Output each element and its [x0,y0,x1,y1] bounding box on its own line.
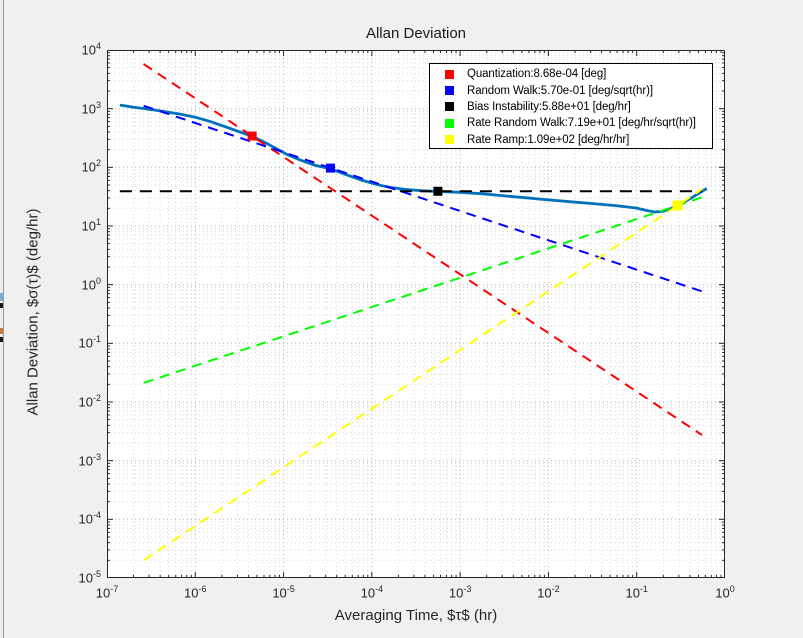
rate-ramp-marker [672,200,683,211]
legend-marker-swatch [445,86,454,96]
edge-artifact-mark [0,337,3,342]
y-tick-label: 100 [81,275,101,292]
legend-entry-label: Quantization:8.68e-04 [deg] [467,68,607,81]
legend-marker-swatch [445,135,454,145]
series-rate-ramp-fit [143,188,703,562]
x-axis-label: Averaging Time, $τ$ (hr) [334,607,498,624]
edge-artifact-mark [0,328,3,334]
legend-entry-label: Rate Random Walk:7.19e+01 [deg/hr/sqrt(h… [467,117,696,130]
allan-deviation-plot [107,50,725,578]
y-tick-label: 101 [81,217,101,234]
y-tick-label: 10-3 [78,451,101,468]
legend-entry-label: Random Walk:5.70e-01 [deg/sqrt(hr)] [467,84,653,97]
y-tick-label: 102 [81,158,101,175]
legend-entry: Rate Random Walk:7.19e+01 [deg/hr/sqrt(h… [430,115,712,131]
series-quantization-fit [143,63,703,436]
quantization-marker [247,131,257,141]
random-walk-marker [326,163,335,173]
edge-artifact-mark [0,293,3,301]
x-tick-label: 10-4 [360,584,384,601]
legend-entry-label: Bias Instability:5.88e+01 [deg/hr] [467,100,631,113]
y-tick-label: 10-2 [78,393,101,410]
y-tick-label: 103 [81,99,101,116]
y-tick-label: 10-4 [78,510,101,527]
x-tick-label: 10-3 [448,584,472,601]
y-axis-label: Allan Deviation, $σ(τ)$ (deg/hr) [24,208,42,416]
y-tick-label: 10-5 [78,569,101,586]
chart-title: Allan Deviation [365,25,467,42]
x-tick-label: 10-7 [95,584,119,601]
legend-entry: Rate Ramp:1.09e+02 [deg/hr/hr] [430,132,712,148]
legend-entry-label: Rate Ramp:1.09e+02 [deg/hr/hr] [467,133,630,146]
x-tick-label: 10-5 [272,584,295,601]
bias-instability-marker [433,186,443,196]
series-random-walk-fit [143,104,703,293]
left-edge-artifact [0,0,4,638]
legend-marker-swatch [445,102,454,112]
x-tick-label: 10-6 [184,584,207,601]
legend-entry: Quantization:8.68e-04 [deg] [430,66,712,82]
legend-entry: Random Walk:5.70e-01 [deg/sqrt(hr)] [430,82,712,98]
y-tick-label: 104 [81,41,101,58]
series-rate-random-walk-fit [143,196,703,384]
x-tick-label: 10-2 [537,584,560,601]
legend-marker-swatch [445,118,454,128]
y-tick-label: 10-1 [78,334,101,351]
legend-marker-swatch [445,69,454,79]
edge-artifact-mark [0,303,3,308]
series-allan-deviation-data [119,103,708,214]
legend-entry: Bias Instability:5.88e+01 [deg/hr] [430,99,712,115]
axes-box [107,50,725,578]
x-tick-label: 100 [715,584,735,601]
x-tick-label: 10-1 [625,584,648,601]
legend: Quantization:8.68e-04 [deg] Random Walk:5… [429,63,713,149]
